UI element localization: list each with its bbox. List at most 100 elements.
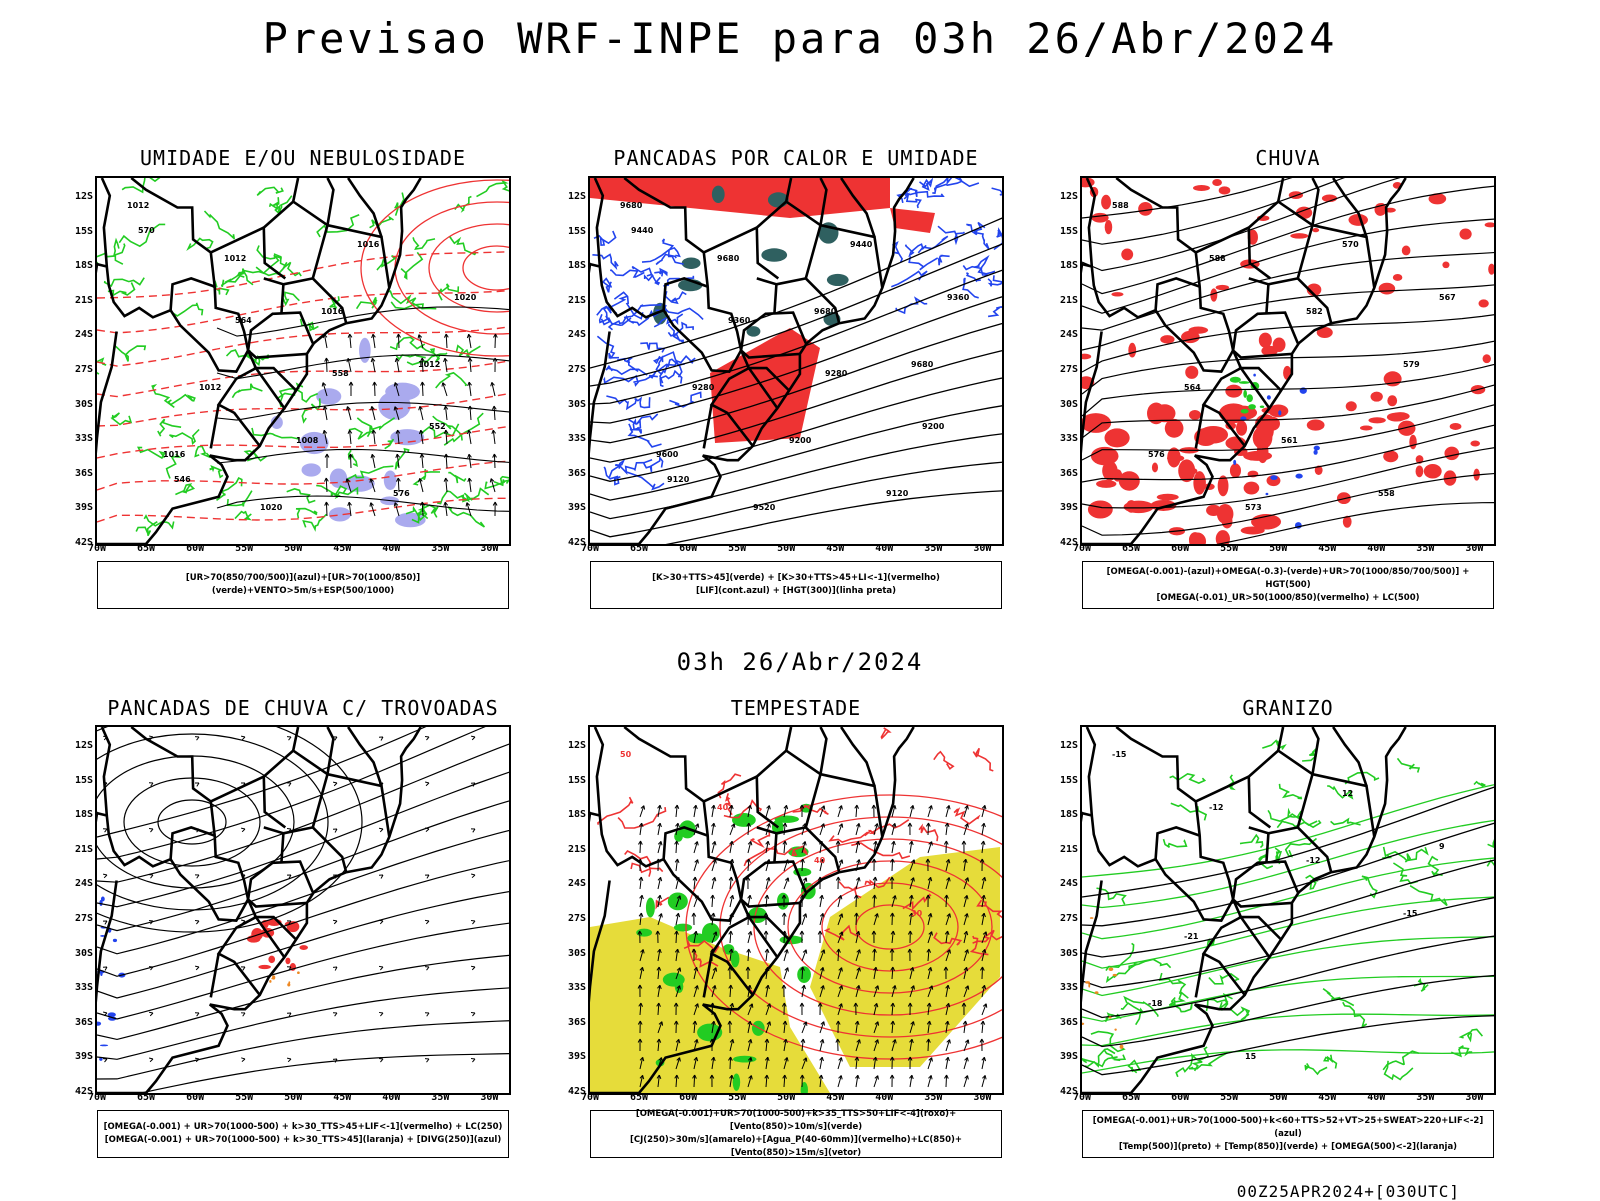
contour-fragment <box>1451 1046 1472 1056</box>
contour-label: 9680 <box>814 307 837 316</box>
humidity-high-levels-patch <box>359 338 371 363</box>
contour-fragment <box>1331 819 1361 825</box>
contour-label: 9200 <box>922 422 945 431</box>
storm-area-patch <box>258 965 270 969</box>
contour-fragment <box>973 748 993 771</box>
wind-vector-head <box>287 783 291 786</box>
contour-fragment <box>1414 980 1428 992</box>
legend-box-umidade: [UR>70(850/700/500)](azul)+[UR>70(1000/8… <box>97 561 509 609</box>
lat-label: 33S <box>556 433 586 444</box>
contour-label: 582 <box>1306 307 1323 316</box>
wind-vector-head <box>103 829 107 832</box>
lon-label: 55W <box>720 543 754 554</box>
wind-vector-head <box>333 829 337 832</box>
contour-fragment <box>660 371 682 386</box>
contour-fragment <box>1268 810 1301 821</box>
contour-line <box>1082 1050 1494 1073</box>
wind-850-area-patch <box>646 898 655 918</box>
border-line <box>97 264 215 317</box>
wind-850-area-patch <box>732 813 756 827</box>
wind-850-area-patch <box>733 1056 756 1063</box>
contour-fragment <box>170 303 203 316</box>
wind-vector-head <box>149 875 153 879</box>
contour-fragment <box>666 291 687 303</box>
omega-blue-area-patch <box>1270 475 1277 480</box>
wind-vector-head <box>425 967 429 971</box>
wind-vector-head <box>471 736 475 740</box>
contour-fragment <box>1393 863 1417 883</box>
wind-vector-head <box>333 967 337 971</box>
lon-label: 45W <box>325 1092 359 1103</box>
omega-humidity-area-patch <box>1424 464 1442 479</box>
lat-label: 12S <box>63 191 93 202</box>
lat-label: 21S <box>63 295 93 306</box>
wind-vector-head <box>287 737 291 741</box>
lon-label: 35W <box>916 543 950 554</box>
wind-vector <box>398 334 399 348</box>
border-line <box>215 287 260 446</box>
lon-label: 50W <box>1261 543 1295 554</box>
contour-label: 9280 <box>692 383 715 392</box>
contour-label: 558 <box>332 369 349 378</box>
lon-label: 70W <box>1065 1092 1099 1103</box>
omega-humidity-area-patch <box>1387 413 1406 422</box>
lon-label: 40W <box>1359 543 1393 554</box>
wind-vector <box>640 841 641 853</box>
lon-label: 35W <box>916 1092 950 1103</box>
omega-humidity-area-patch <box>1157 494 1179 501</box>
lat-label: 27S <box>556 364 586 375</box>
omega-green-area-patch <box>1246 394 1252 402</box>
lon-label: 40W <box>867 1092 901 1103</box>
contour-line <box>124 778 260 866</box>
contour-label: 576 <box>1148 450 1165 459</box>
lat-label: 39S <box>1048 1051 1078 1062</box>
wind-vector-head <box>241 1058 245 1062</box>
contour-line <box>97 252 509 299</box>
omega-humidity-area-patch <box>1371 392 1383 402</box>
lon-label: 35W <box>1408 1092 1442 1103</box>
contour-label: -12 <box>1306 856 1320 865</box>
contour-label: 9200 <box>789 436 812 445</box>
legend-line: [OMEGA(-0.001)+UR>70(1000-500)+k>35_TTS>… <box>591 1108 1001 1134</box>
contour-fragment <box>349 427 374 439</box>
omega-humidity-area-patch <box>1488 264 1494 275</box>
omega-humidity-area-patch <box>1416 465 1424 477</box>
omega-humidity-area-patch <box>1121 248 1133 260</box>
omega-humidity-area-patch <box>1082 354 1091 360</box>
omega-500-area-patch <box>1114 1028 1116 1030</box>
contour-line <box>590 490 1002 544</box>
border-line <box>624 727 707 836</box>
border-line <box>1082 813 1200 866</box>
contour-fragment <box>644 458 663 472</box>
omega-humidity-area-patch <box>1312 228 1319 232</box>
omega-humidity-area-patch <box>1230 463 1241 477</box>
contour-label: 12 <box>1342 789 1353 798</box>
contour-label: 9680 <box>620 201 643 210</box>
wind-vector-head <box>195 783 199 786</box>
lat-label: 15S <box>1048 775 1078 786</box>
contour-fragment <box>1324 1055 1336 1069</box>
border-line <box>248 313 313 358</box>
k-tts-area-patch <box>712 186 725 203</box>
basemap <box>97 727 421 1093</box>
omega-humidity-area-patch <box>1244 482 1260 495</box>
omega-humidity-area-patch <box>1225 385 1242 398</box>
omega-blue-area-patch <box>1233 460 1236 465</box>
lat-label: 12S <box>556 191 586 202</box>
lon-label: 45W <box>818 543 852 554</box>
divergence-area-patch <box>100 1045 108 1047</box>
lat-label: 27S <box>63 364 93 375</box>
lon-label: 35W <box>423 543 457 554</box>
legend-line: [Temp(500)](preto) + [Temp(850)](verde) … <box>1119 1141 1457 1154</box>
omega-humidity-area-patch <box>1101 195 1111 210</box>
omega-humidity-area-patch <box>1442 262 1449 269</box>
contour-line <box>97 859 509 976</box>
k-tts-area-patch <box>682 257 701 268</box>
divergence-area-patch <box>97 1022 101 1026</box>
humidity-low-levels <box>97 178 509 536</box>
lat-label: 36S <box>63 1017 93 1028</box>
lat-label: 39S <box>556 1051 586 1062</box>
border-line <box>97 881 117 1094</box>
contour-label: 558 <box>1378 489 1395 498</box>
